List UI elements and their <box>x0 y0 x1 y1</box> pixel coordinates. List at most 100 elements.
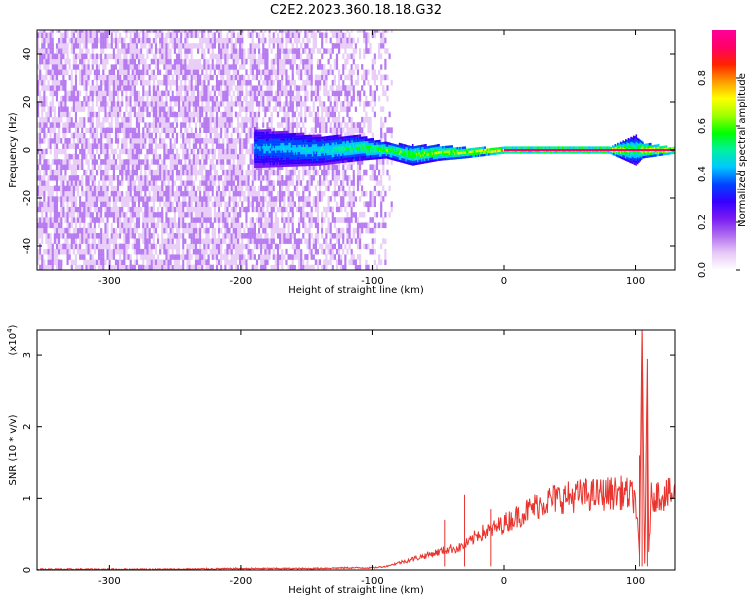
noise-cell <box>77 148 80 155</box>
noise-cell <box>180 206 183 213</box>
noise-cell <box>220 116 223 123</box>
noise-cell <box>121 122 124 128</box>
noise-cell <box>161 30 164 33</box>
noise-cell <box>190 132 193 139</box>
noise-cell <box>117 233 120 239</box>
noise-cell <box>251 122 254 128</box>
noise-cell <box>100 132 103 139</box>
noise-cell <box>123 90 126 97</box>
noise-cell <box>260 53 263 60</box>
noise-cell <box>58 79 61 86</box>
noise-cell <box>119 85 122 91</box>
noise-cell <box>55 243 59 250</box>
noise-cell <box>144 148 147 155</box>
noise-cell <box>129 48 132 54</box>
noise-cell <box>55 64 59 70</box>
noise-cell <box>45 48 48 54</box>
noise-cell <box>79 79 82 86</box>
noise-cell <box>241 106 244 112</box>
noise-cell <box>291 222 294 229</box>
noise-cell <box>272 95 275 102</box>
noise-cell <box>108 111 111 118</box>
noise-cell <box>180 248 183 255</box>
noise-cell <box>95 95 99 102</box>
noise-cell <box>241 164 244 170</box>
noise-cell <box>98 37 101 44</box>
noise-cell <box>110 79 113 86</box>
noise-cell <box>222 95 225 102</box>
noise-cell <box>207 196 210 202</box>
noise-cell <box>255 64 259 70</box>
noise-cell <box>148 64 151 70</box>
noise-cell <box>266 101 269 107</box>
noise-cell <box>184 48 187 54</box>
noise-cell <box>85 74 88 81</box>
noise-cell <box>45 254 48 260</box>
noise-cell <box>230 132 233 139</box>
noise-cell <box>220 32 223 38</box>
noise-cell <box>131 211 134 218</box>
noise-cell <box>102 148 105 155</box>
noise-cell <box>276 48 280 54</box>
noise-cell <box>129 122 132 128</box>
noise-cell <box>234 37 237 44</box>
noise-cell <box>165 53 168 60</box>
noise-cell <box>178 164 181 170</box>
noise-cell <box>173 48 176 54</box>
noise-cell <box>201 222 204 229</box>
noise-cell <box>119 227 122 234</box>
noise-cell <box>199 143 202 149</box>
noise-cell <box>55 222 59 229</box>
noise-cell <box>205 206 208 213</box>
noise-cell <box>184 64 187 70</box>
noise-cell <box>239 206 242 213</box>
noise-cell <box>207 106 210 112</box>
noise-cell <box>95 254 99 260</box>
noise-cell <box>245 169 248 176</box>
noise-cell <box>152 64 155 70</box>
noise-cell <box>152 148 155 155</box>
noise-cell <box>146 248 149 255</box>
noise-cell <box>251 159 254 165</box>
noise-cell <box>110 206 113 213</box>
noise-cell <box>123 111 126 118</box>
noise-cell <box>148 132 151 139</box>
noise-cell <box>241 185 244 192</box>
noise-cell <box>281 196 284 202</box>
noise-cell <box>201 138 204 144</box>
noise-cell <box>152 180 155 186</box>
noise-cell <box>117 74 120 81</box>
noise-cell <box>125 53 128 60</box>
noise-cell <box>95 64 99 70</box>
noise-cell <box>209 211 212 218</box>
noise-cell <box>150 185 153 192</box>
noise-cell <box>62 164 65 170</box>
noise-cell <box>85 180 88 186</box>
noise-cell <box>159 69 162 75</box>
noise-cell <box>264 217 267 223</box>
noise-cell <box>192 206 195 213</box>
noise-cell <box>60 116 63 123</box>
noise-cell <box>89 201 92 207</box>
noise-cell <box>178 95 181 102</box>
noise-cell <box>98 30 101 33</box>
noise-cell <box>51 58 54 65</box>
noise-cell <box>173 64 176 70</box>
noise-cell <box>77 90 80 97</box>
noise-cell <box>226 243 229 250</box>
noise-cell <box>264 238 267 244</box>
noise-cell <box>201 254 204 260</box>
noise-cell <box>173 175 176 181</box>
noise-cell <box>110 159 113 165</box>
noise-cell <box>70 101 73 107</box>
noise-cell <box>62 143 65 149</box>
noise-cell <box>66 259 69 265</box>
noise-cell <box>205 116 208 123</box>
noise-cell <box>266 37 269 44</box>
noise-cell <box>186 48 189 54</box>
noise-cell <box>148 153 151 160</box>
noise-cell <box>58 201 61 207</box>
noise-cell <box>272 85 275 91</box>
noise-cell <box>102 196 105 202</box>
noise-cell <box>150 74 153 81</box>
